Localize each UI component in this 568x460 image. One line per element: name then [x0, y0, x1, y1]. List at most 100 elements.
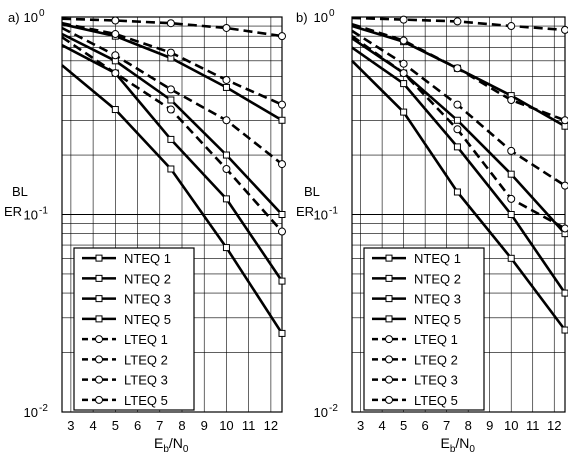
- x-tick-label: 9: [201, 418, 208, 433]
- x-tick-label: 3: [357, 418, 364, 433]
- y-tick-exponent: 0: [329, 8, 335, 19]
- data-point-square: [278, 116, 286, 124]
- x-axis-label-sub: 0: [469, 444, 475, 455]
- legend-label: NTEQ 3: [414, 292, 461, 307]
- data-point-square: [222, 151, 230, 159]
- legend-label: NTEQ 5: [414, 312, 461, 327]
- data-point-square: [278, 277, 286, 285]
- x-tick-label: 10: [219, 418, 233, 433]
- data-point-circle: [166, 105, 175, 114]
- y-tick-base: 10: [24, 405, 38, 420]
- data-point-circle: [453, 17, 462, 26]
- legend-marker-square: [95, 315, 103, 323]
- legend-marker-square: [385, 274, 393, 282]
- x-tick-label: 3: [67, 418, 74, 433]
- data-point-square: [278, 211, 286, 218]
- data-point-circle: [111, 30, 120, 39]
- legend-label: NTEQ 2: [124, 271, 171, 286]
- data-point-circle: [111, 69, 120, 78]
- x-tick-label: 8: [178, 418, 185, 433]
- data-point-circle: [222, 75, 231, 84]
- series-line-lteq-3: [61, 26, 283, 166]
- x-axis-label: Eb/N0: [154, 435, 189, 455]
- legend-box: [363, 247, 485, 411]
- legend-label: NTEQ 3: [124, 292, 171, 307]
- data-point-square: [561, 326, 568, 334]
- data-point-circle: [561, 224, 568, 233]
- x-tick-label: 9: [486, 418, 493, 433]
- legend-label: NTEQ 5: [124, 312, 171, 327]
- legend-marker-square: [95, 295, 103, 303]
- data-point-circle: [222, 23, 231, 32]
- series-line-lteq-1: [61, 17, 283, 38]
- legend-label: LTEQ 1: [414, 332, 458, 347]
- data-point-square: [400, 108, 408, 116]
- y-tick-label: 10: [314, 10, 328, 25]
- legend-label: LTEQ 2: [124, 352, 168, 367]
- legend-marker-circle: [95, 375, 103, 384]
- legend-marker-circle: [385, 375, 393, 384]
- legend-marker-square: [385, 295, 393, 303]
- data-point-square: [111, 106, 119, 114]
- data-point-circle: [507, 95, 516, 104]
- data-point-circle: [399, 59, 408, 68]
- x-axis-label-main: E: [154, 435, 163, 451]
- legend-box: [73, 247, 195, 411]
- data-point-circle: [453, 64, 462, 73]
- series-line-lteq-5: [61, 36, 283, 233]
- y-axis-label-line2: ER: [296, 204, 314, 219]
- data-point-circle: [111, 51, 120, 60]
- y-axis-label-line2: ER: [4, 204, 22, 219]
- y-tick-label: 10: [24, 208, 38, 223]
- plot-frame: [351, 16, 566, 413]
- legend-label: LTEQ 1: [124, 332, 168, 347]
- y-tick-base: 10: [24, 10, 38, 25]
- x-tick-label: 11: [526, 418, 540, 433]
- x-axis-label: Eb/N0: [441, 435, 476, 455]
- legend-label: NTEQ 1: [124, 251, 171, 266]
- legend-label: NTEQ 1: [414, 251, 461, 266]
- series-line-nteq-3: [61, 44, 284, 282]
- data-point-square: [453, 116, 461, 124]
- data-point-square: [561, 289, 568, 297]
- legend: NTEQ 1 NTEQ 2 NTEQ 3 NTEQ 5 LTEQ 1 LTEQ 2 LTEQ…: [73, 247, 195, 411]
- y-tick-label: 10: [314, 405, 328, 420]
- legend-label: LTEQ 3: [414, 373, 458, 388]
- legend-marker-square: [385, 254, 393, 262]
- legend-marker-square: [385, 315, 393, 323]
- y-tick-exponent: 0: [39, 8, 45, 19]
- data-point-square: [167, 165, 175, 173]
- x-tick-label: 10: [504, 418, 518, 433]
- x-axis-label-mid: /N: [169, 435, 183, 451]
- data-point-circle: [399, 36, 408, 45]
- legend-marker-square: [95, 254, 103, 262]
- y-tick-exponent: -2: [329, 403, 338, 414]
- x-axis-label-sub: b: [163, 444, 169, 455]
- data-point-circle: [399, 15, 408, 24]
- y-tick-exponent: -2: [39, 403, 48, 414]
- y-tick-base: 10: [314, 10, 328, 25]
- data-point-circle: [111, 16, 120, 25]
- x-tick-label: 6: [134, 418, 141, 433]
- data-point-square: [507, 211, 515, 218]
- x-tick-label: 11: [242, 418, 256, 433]
- data-point-circle: [561, 181, 568, 190]
- legend-label: LTEQ 5: [414, 393, 458, 408]
- y-tick-base: 10: [314, 405, 328, 420]
- legend-marker-circle: [385, 335, 393, 344]
- series-group: [351, 15, 568, 334]
- data-point-square: [167, 135, 175, 143]
- legend-label: LTEQ 2: [414, 352, 458, 367]
- data-point-circle: [166, 48, 175, 57]
- data-point-circle: [453, 100, 462, 109]
- x-tick-label: 5: [400, 418, 407, 433]
- data-point-circle: [399, 69, 408, 78]
- legend-marker-circle: [95, 355, 103, 364]
- legend-marker-square: [95, 274, 103, 282]
- data-point-square: [453, 188, 461, 196]
- panel-label: a): [8, 10, 20, 25]
- legend-marker-circle: [95, 395, 103, 404]
- panel-label: b): [296, 10, 308, 25]
